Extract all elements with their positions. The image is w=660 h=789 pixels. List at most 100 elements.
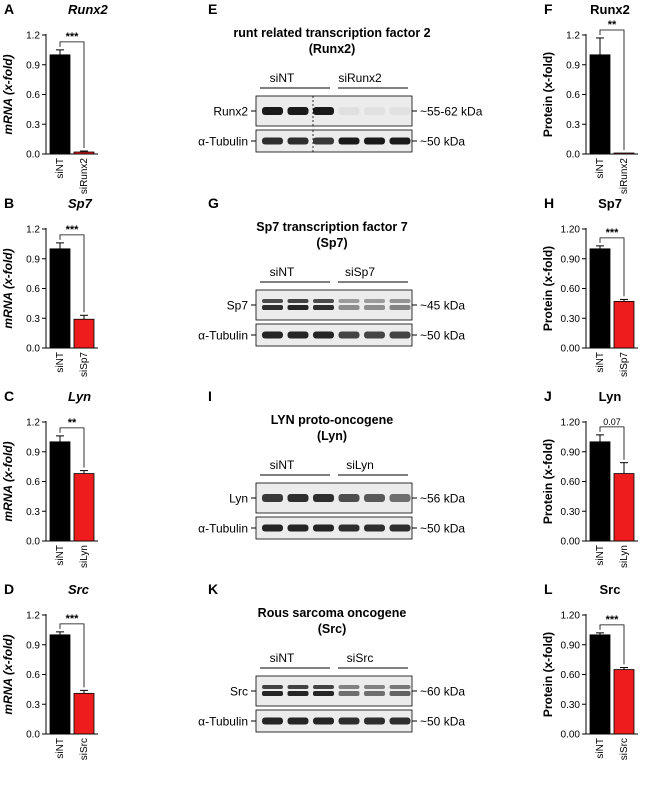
blot-band bbox=[389, 107, 411, 115]
bar-siNT bbox=[589, 634, 611, 735]
blot-subtitle: (Runx2) bbox=[309, 42, 356, 56]
blot-band bbox=[262, 331, 283, 339]
x-category-label: siSp7 bbox=[619, 352, 630, 377]
blot-band bbox=[313, 107, 334, 115]
significance-bracket bbox=[599, 624, 625, 665]
blot-band bbox=[313, 137, 334, 145]
panel-letter: I bbox=[208, 388, 212, 404]
y-axis-label: Protein (x-fold) bbox=[541, 632, 555, 717]
blot-band bbox=[389, 691, 411, 696]
y-tick-label: 1.2 bbox=[566, 31, 580, 42]
panel-gene-title: Sp7 bbox=[68, 196, 93, 211]
blot-band bbox=[389, 137, 411, 145]
x-category-label: siSp7 bbox=[79, 352, 90, 377]
blot-band bbox=[287, 691, 309, 696]
blot-band bbox=[338, 717, 360, 725]
blot-band bbox=[262, 494, 283, 502]
blot-band bbox=[313, 299, 334, 303]
bar-siRunx2 bbox=[613, 152, 635, 155]
panel-letter: E bbox=[208, 1, 217, 17]
y-tick-label: 0.60 bbox=[561, 284, 581, 295]
x-category-label: siNT bbox=[55, 545, 66, 566]
blot-title: LYN proto-oncogene bbox=[271, 413, 394, 427]
blot-band bbox=[364, 691, 385, 696]
target-kda-label: ~56 kDa bbox=[420, 492, 465, 506]
y-tick-label: 1.2 bbox=[26, 611, 40, 622]
blot-band bbox=[364, 717, 385, 725]
y-tick-label: 0.0 bbox=[26, 344, 40, 355]
blot-band bbox=[262, 137, 283, 145]
panel-gene-title: Src bbox=[68, 582, 90, 597]
y-tick-label: 0.9 bbox=[26, 447, 40, 458]
y-tick-label: 0.6 bbox=[26, 670, 40, 681]
y-axis-label: mRNA (x-fold) bbox=[1, 441, 15, 521]
target-row-label: Sp7 bbox=[227, 299, 249, 313]
blot-subtitle: (Src) bbox=[318, 622, 346, 636]
y-tick-label: 1.20 bbox=[561, 611, 581, 622]
blot-band bbox=[389, 717, 411, 725]
blot-band bbox=[287, 107, 309, 115]
blot-band bbox=[287, 524, 309, 532]
y-tick-label: 0.90 bbox=[561, 447, 581, 458]
bar-siNT bbox=[589, 54, 611, 155]
blot-band bbox=[364, 305, 385, 310]
mrna_panels-chart-C: C Lyn mRNA (x-fold) 0.0 0.3 0.6 0.9 1.2 siNT siLy… bbox=[1, 388, 98, 568]
blot-panel-I: I LYN proto-oncogene (Lyn) siNT siLyn Lyn ~56 … bbox=[198, 388, 465, 540]
blot-band bbox=[262, 305, 283, 310]
blot-band bbox=[262, 524, 283, 532]
panel-letter: G bbox=[208, 195, 219, 211]
blot-title: Sp7 transcription factor 7 bbox=[256, 220, 407, 234]
bar-siSrc bbox=[73, 692, 95, 735]
target-kda-label: ~45 kDa bbox=[420, 299, 465, 313]
blot-band bbox=[313, 524, 334, 532]
y-tick-label: 1.2 bbox=[26, 418, 40, 429]
y-axis-label: Protein (x-fold) bbox=[541, 439, 555, 524]
panel-gene-title: Runx2 bbox=[68, 2, 109, 17]
blot-band bbox=[364, 685, 385, 689]
protein_panels-chart-H: H Sp7 Protein (x-fold) 0.00 0.30 0.60 0.90 1.20… bbox=[541, 195, 638, 377]
blot-band bbox=[313, 331, 334, 339]
y-tick-label: 0.0 bbox=[26, 150, 40, 161]
protein_panels-chart-L: L Src Protein (x-fold) 0.00 0.30 0.60 0.90 1.20… bbox=[541, 581, 638, 760]
y-tick-label: 0.0 bbox=[26, 537, 40, 548]
blot-band bbox=[338, 524, 360, 532]
panel-letter: K bbox=[208, 581, 218, 597]
significance-label: ** bbox=[608, 19, 617, 31]
blot-band bbox=[313, 494, 334, 502]
y-tick-label: 0.00 bbox=[561, 537, 581, 548]
blot-band bbox=[389, 305, 411, 310]
tubulin-kda-label: ~50 kDa bbox=[420, 135, 465, 149]
panel-letter: H bbox=[544, 195, 554, 211]
tubulin-row-label: α-Tubulin bbox=[198, 329, 248, 343]
blot-band bbox=[338, 107, 360, 115]
bar-siSrc bbox=[613, 669, 635, 735]
blot-band bbox=[364, 331, 385, 339]
blot-band bbox=[364, 524, 385, 532]
bar-siLyn bbox=[613, 473, 635, 542]
blot-band bbox=[338, 299, 360, 303]
y-tick-label: 0.90 bbox=[561, 640, 581, 651]
bar-siRunx2 bbox=[73, 151, 95, 155]
target-row-label: Src bbox=[230, 685, 248, 699]
y-tick-label: 0.00 bbox=[561, 730, 581, 741]
significance-bracket bbox=[599, 426, 625, 460]
blot-subtitle: (Lyn) bbox=[317, 429, 347, 443]
blot-band bbox=[338, 137, 360, 145]
group-label: siSrc bbox=[347, 651, 374, 665]
target-row-label: Lyn bbox=[229, 492, 248, 506]
bar-siNT bbox=[589, 441, 611, 542]
blot-band bbox=[287, 299, 309, 303]
target-kda-label: ~60 kDa bbox=[420, 685, 465, 699]
y-axis-label: Protein (x-fold) bbox=[541, 52, 555, 137]
y-tick-label: 0.9 bbox=[26, 640, 40, 651]
y-tick-label: 0.0 bbox=[26, 730, 40, 741]
y-tick-label: 1.20 bbox=[561, 225, 581, 236]
y-tick-label: 0.30 bbox=[561, 507, 581, 518]
y-axis-label: mRNA (x-fold) bbox=[1, 248, 15, 328]
y-tick-label: 0.9 bbox=[26, 60, 40, 71]
y-axis-label: mRNA (x-fold) bbox=[1, 634, 15, 714]
y-tick-label: 1.2 bbox=[26, 31, 40, 42]
blot-band bbox=[338, 691, 360, 696]
